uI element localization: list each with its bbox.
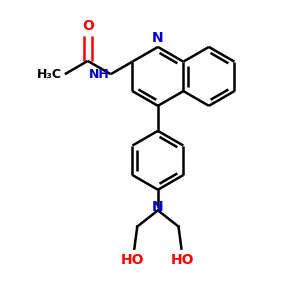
Text: O: O [82, 19, 94, 33]
Text: H₃C: H₃C [37, 68, 62, 81]
Text: HO: HO [121, 253, 145, 267]
Text: N: N [152, 200, 164, 214]
Text: HO: HO [171, 253, 195, 267]
Text: N: N [152, 32, 164, 46]
Text: NH: NH [88, 68, 109, 81]
